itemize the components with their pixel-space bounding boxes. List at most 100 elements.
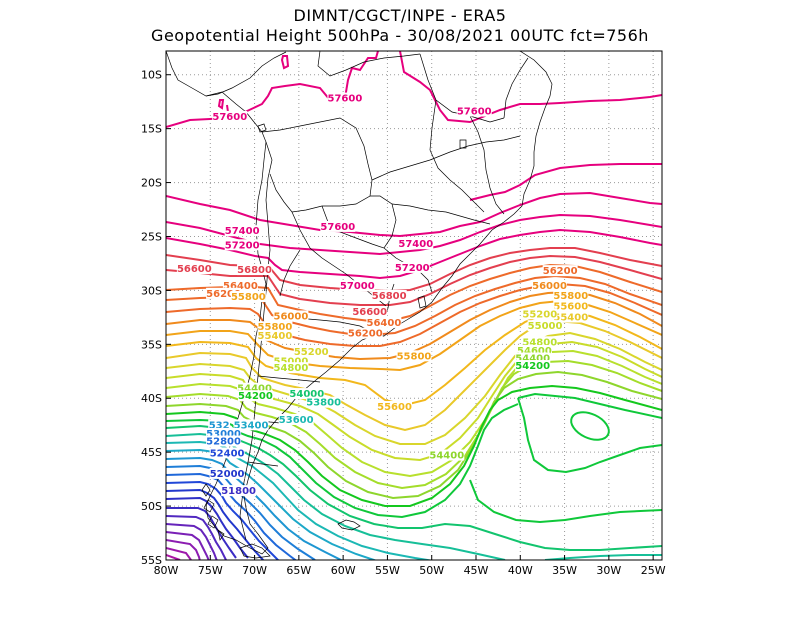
contour-label-background (327, 92, 363, 104)
contour-label: 55400 (258, 331, 293, 342)
contour-52000 (166, 496, 249, 559)
border-andes (239, 141, 273, 541)
lon-tick-label: 70W (242, 564, 267, 577)
contour-51400 (166, 523, 218, 560)
lat-tick-label: 10S (141, 69, 162, 82)
contour-label-background (394, 261, 430, 273)
contour-label: 52800 (206, 437, 241, 448)
contour-label: 57200 (395, 263, 430, 274)
contour-label: 54200 (238, 391, 273, 402)
contour-label: 54800 (273, 363, 308, 374)
brazil-states-5 (469, 115, 505, 215)
lat-tick-label: 55S (141, 554, 162, 567)
lat-tick-label: 20S (141, 177, 162, 190)
contour-label-background (396, 350, 432, 362)
contour-53600-east (544, 554, 662, 560)
contour-label-background (257, 321, 293, 333)
contour-label: 54400 (515, 353, 550, 364)
contour-label-background (176, 262, 212, 274)
lon-tick-label: 80W (154, 564, 179, 577)
contour-label: 532 (209, 420, 230, 431)
lon-tick-label: 65W (286, 564, 311, 577)
contour-51000 (166, 539, 201, 560)
contour-label: 53000 (206, 429, 241, 440)
brazil-states-2 (429, 99, 485, 213)
contour-50800 (166, 547, 192, 560)
contour-label: 57600 (212, 112, 247, 123)
lat-tick-label: 40S (141, 392, 162, 405)
contour-label: 57600 (457, 107, 492, 118)
contour-label: 56200 (348, 329, 383, 340)
brazil-states-3 (371, 135, 521, 181)
plot-frame (165, 50, 663, 561)
contour-label: 56400 (223, 281, 258, 292)
contour-label-background (273, 310, 309, 322)
contour-label-background (352, 306, 388, 318)
contour-label-background (273, 355, 309, 367)
contour-53400 (166, 440, 434, 560)
contour-label: 56800 (372, 291, 407, 302)
map-title-line2: Geopotential Height 500hPa - 30/08/2021 … (151, 26, 649, 45)
contour-56800 (166, 254, 662, 306)
contour-54000-closed-low (570, 411, 610, 441)
axis-ticks (165, 74, 654, 561)
contour-label-background (293, 346, 329, 358)
contour-57600-closed-tiny (217, 99, 229, 113)
contour-label: 57200 (225, 240, 260, 251)
lagoa-dos-patos (417, 295, 427, 309)
contour-label-background (456, 105, 492, 117)
contour-label-background (206, 427, 242, 439)
lon-tick-label: 30W (596, 564, 621, 577)
contour-label: 56800 (237, 265, 272, 276)
brazil-states-6 (503, 57, 529, 119)
contour-label: 53600 (279, 415, 314, 426)
contour-51200 (166, 531, 210, 560)
contour-label-background (371, 289, 407, 301)
contour-57400 (166, 213, 662, 256)
contour-label-background (237, 382, 273, 394)
contour-52600 (166, 472, 297, 560)
contour-label-background (553, 311, 589, 323)
contour-label: 55200 (522, 309, 557, 320)
contour-label: 52400 (210, 448, 245, 459)
contour-label: 53800 (306, 398, 341, 409)
contour-label: 54400 (237, 384, 272, 395)
contour-label-background (515, 352, 551, 364)
contour-57600-east (469, 163, 662, 201)
contour-label-background (339, 280, 375, 292)
lon-tick-label: 45W (464, 564, 489, 577)
contour-57600-north-a (166, 51, 379, 128)
contour-label: 52000 (210, 469, 245, 480)
lat-tick-label: 30S (141, 284, 162, 297)
lon-tick-label: 75W (198, 564, 223, 577)
border-brazil-north (317, 51, 421, 77)
contour-label: 53400 (234, 420, 269, 431)
contour-label-background (209, 447, 245, 459)
contour-label: 54800 (522, 337, 557, 348)
contour-label-background (237, 390, 273, 402)
contour-label-background (527, 320, 563, 332)
contour-label-background (377, 401, 413, 413)
contour-label-background (237, 264, 273, 276)
contour-label: 56600 (177, 264, 212, 275)
lon-tick-label: 55W (375, 564, 400, 577)
contour-57600-closed-small (280, 55, 290, 70)
contour-label-background (278, 413, 314, 425)
contour-label-background (398, 238, 434, 250)
contour-label: 55400 (553, 313, 588, 324)
contour-label: 57400 (398, 239, 433, 250)
contour-label-background (206, 435, 242, 447)
brazil-states-4 (391, 203, 491, 225)
contour-label: 56400 (366, 318, 401, 329)
contour-label: 54600 (517, 346, 552, 357)
contour-label-background (532, 280, 568, 292)
contour-label: 55800 (397, 351, 432, 362)
contour-label: 55800 (231, 292, 266, 303)
contour-label: 54200 (515, 361, 550, 372)
contour-label: 55000 (528, 321, 563, 332)
brazil-states-1 (419, 53, 505, 123)
lon-tick-label: 25W (641, 564, 666, 577)
contour-label-background (221, 485, 257, 497)
contour-label: 55200 (294, 347, 329, 358)
